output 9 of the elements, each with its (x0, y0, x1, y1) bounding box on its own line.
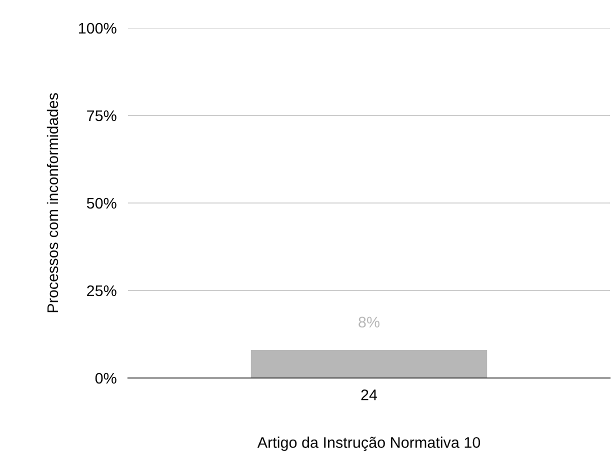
y-tick-label: 75% (87, 110, 116, 122)
y-tick-label: 25% (87, 285, 116, 296)
y-tick-label: 100% (78, 22, 116, 34)
data-label: 8% (358, 316, 380, 328)
x-axis-title: Artigo da Instrução Normativa 10 (257, 436, 480, 451)
y-axis-title: Processos com inconformidades (46, 93, 58, 312)
x-tick-label: 24 (361, 390, 378, 400)
y-tick-label: 50% (86, 198, 116, 209)
y-tick-label: 0% (95, 372, 116, 384)
